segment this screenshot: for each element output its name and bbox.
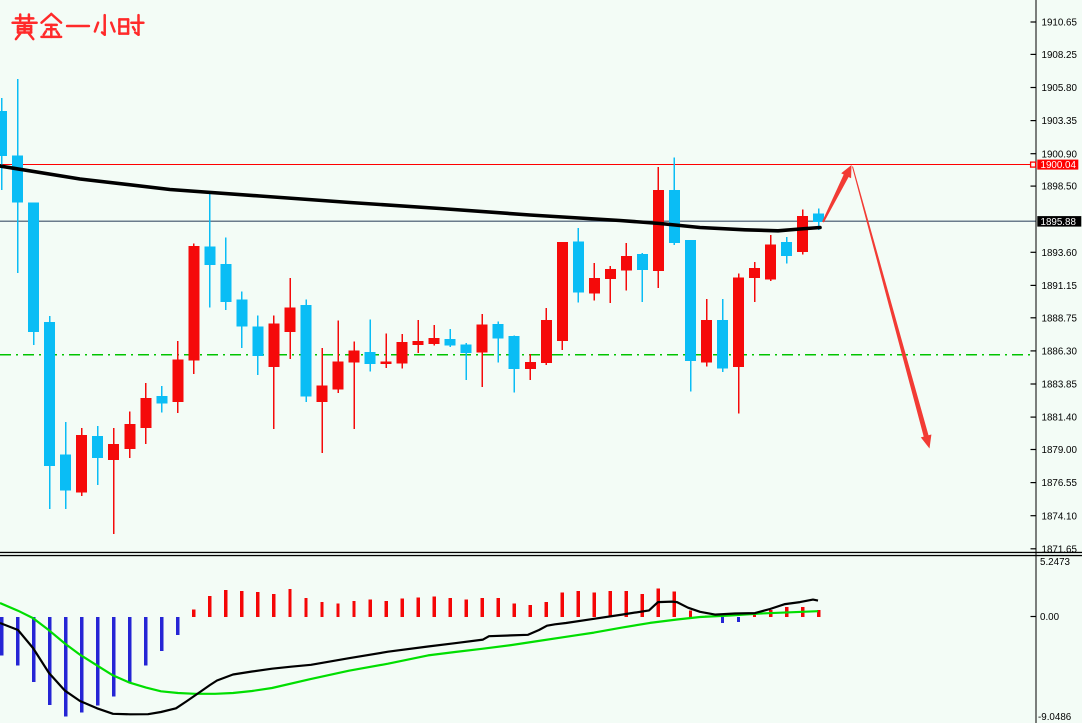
svg-text:1898.50: 1898.50 xyxy=(1042,182,1078,193)
svg-text:1881.40: 1881.40 xyxy=(1042,413,1078,424)
svg-text:1886.30: 1886.30 xyxy=(1042,347,1078,358)
svg-text:1905.80: 1905.80 xyxy=(1042,83,1078,94)
svg-text:1876.55: 1876.55 xyxy=(1042,478,1078,489)
svg-text:1893.60: 1893.60 xyxy=(1042,248,1078,259)
svg-text:5.2473: 5.2473 xyxy=(1040,557,1071,568)
svg-text:1908.25: 1908.25 xyxy=(1042,50,1078,61)
svg-text:-9.0486: -9.0486 xyxy=(1038,712,1072,723)
svg-text:1900.04: 1900.04 xyxy=(1041,160,1077,171)
svg-text:0.00: 0.00 xyxy=(1040,612,1060,623)
svg-text:1874.10: 1874.10 xyxy=(1042,511,1078,522)
svg-text:1895.88: 1895.88 xyxy=(1041,217,1077,228)
svg-text:1883.85: 1883.85 xyxy=(1042,380,1078,391)
svg-text:1903.35: 1903.35 xyxy=(1042,116,1078,127)
svg-text:1879.00: 1879.00 xyxy=(1042,445,1078,456)
svg-text:1910.65: 1910.65 xyxy=(1042,18,1078,29)
svg-text:1900.90: 1900.90 xyxy=(1042,149,1078,160)
svg-text:1891.15: 1891.15 xyxy=(1042,281,1078,292)
svg-text:1871.65: 1871.65 xyxy=(1042,544,1078,555)
svg-text:1888.75: 1888.75 xyxy=(1042,313,1078,324)
